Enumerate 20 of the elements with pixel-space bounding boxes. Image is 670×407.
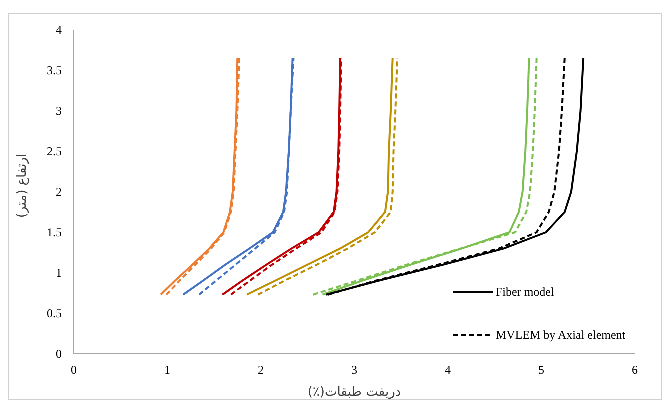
y-tick-label: 1 — [56, 266, 62, 280]
x-tick-label: 4 — [445, 363, 451, 377]
x-tick-label: 0 — [71, 363, 77, 377]
y-tick-label: 0 — [56, 347, 62, 361]
x-tick-label: 5 — [538, 363, 544, 377]
x-tick-label: 3 — [352, 363, 358, 377]
y-tick-label: 2 — [56, 185, 62, 199]
x-tick-label: 6 — [632, 363, 638, 377]
y-tick-label: 0.5 — [47, 306, 62, 320]
y-tick-label: 4 — [56, 23, 62, 37]
legend-label: MVLEM by Axial element — [496, 328, 626, 342]
x-tick-label: 2 — [258, 363, 264, 377]
x-tick-label: 1 — [164, 363, 170, 377]
y-tick-label: 3 — [56, 104, 62, 118]
legend-label: Fiber model — [496, 285, 555, 299]
y-tick-label: 1.5 — [47, 226, 62, 240]
y-axis-title: ارتفاع (متر) — [15, 154, 30, 218]
x-axis-title: دریفت طبقات(٪) — [308, 385, 402, 400]
y-tick-label: 3.5 — [47, 64, 62, 78]
y-tick-label: 2.5 — [47, 144, 62, 158]
